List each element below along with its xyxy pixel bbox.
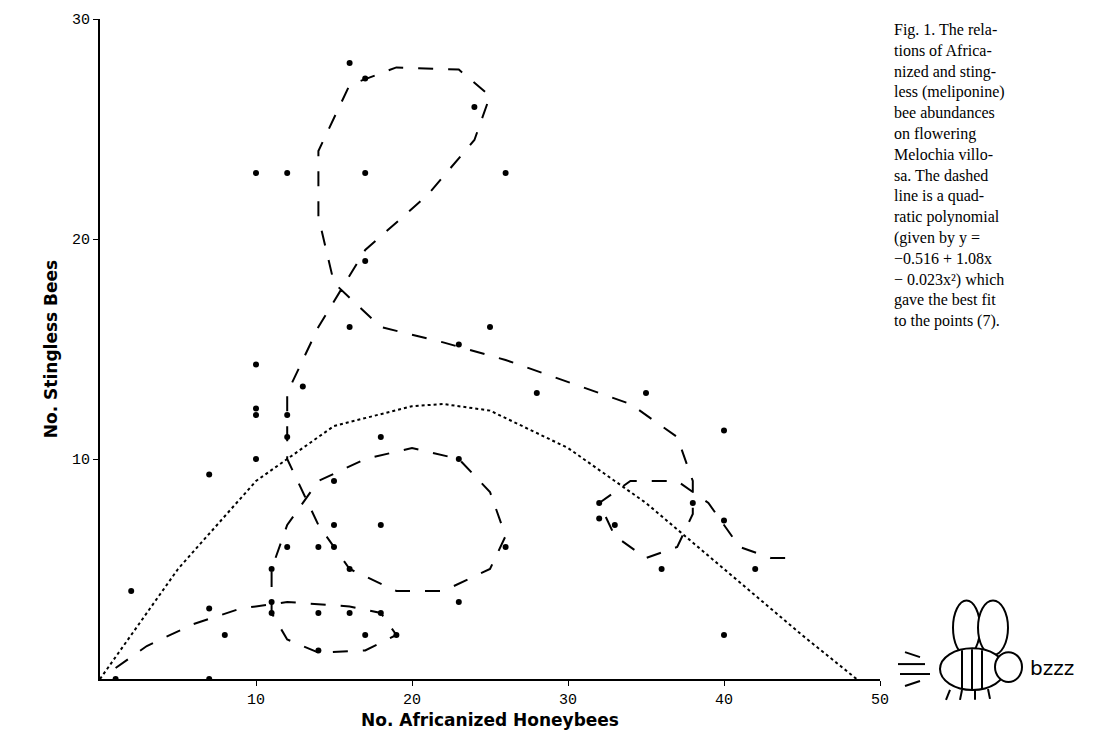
svg-text:10: 10: [72, 452, 90, 469]
svg-text:20: 20: [72, 232, 90, 249]
svg-text:20: 20: [403, 692, 421, 709]
svg-text:bzzz: bzzz: [1030, 656, 1074, 680]
svg-text:No. Stingless Bees: No. Stingless Bees: [41, 260, 61, 438]
svg-text:No. Africanized Honeybees: No. Africanized Honeybees: [361, 710, 619, 730]
svg-text:40: 40: [715, 692, 733, 709]
svg-text:50: 50: [871, 692, 889, 709]
svg-text:30: 30: [559, 692, 577, 709]
svg-text:Fig. 1. The rela-tions of Afri: Fig. 1. The rela-tions of Africa-nized a…: [894, 21, 1005, 330]
svg-text:10: 10: [247, 692, 265, 709]
svg-text:30: 30: [72, 12, 90, 29]
